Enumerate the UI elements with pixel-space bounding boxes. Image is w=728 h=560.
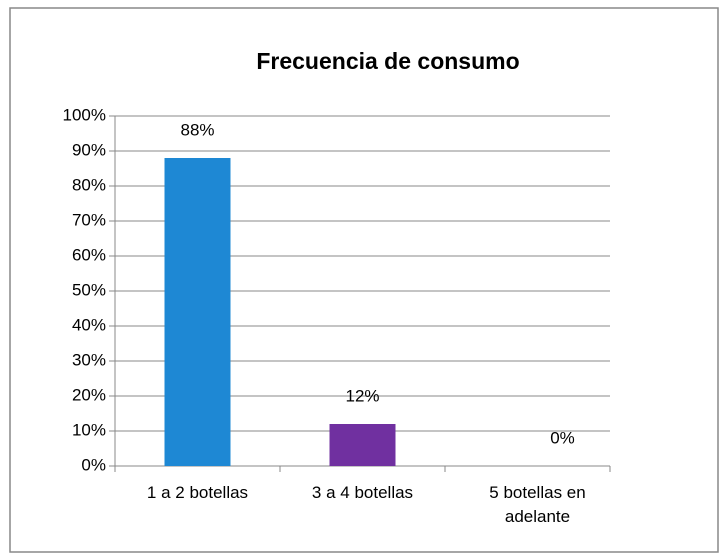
- data-label: 12%: [345, 386, 379, 405]
- y-tick-label: 100%: [63, 105, 106, 124]
- y-tick-label: 10%: [72, 420, 106, 439]
- x-tick-label: 1 a 2 botellas: [146, 483, 249, 502]
- y-tick-label: 20%: [72, 385, 106, 404]
- chart-border: [9, 7, 719, 553]
- y-tick-label: 0%: [81, 455, 106, 474]
- y-tick-label: 40%: [72, 315, 106, 334]
- y-tick-label: 90%: [72, 140, 106, 159]
- data-label: 88%: [180, 120, 214, 139]
- bar: [329, 424, 396, 466]
- data-label: 0%: [550, 428, 575, 447]
- x-tick-label: 5 botellas en adelante: [489, 483, 586, 526]
- bar: [164, 158, 231, 466]
- x-tick-label: 3 a 4 botellas: [311, 483, 414, 502]
- y-tick-label: 70%: [72, 210, 106, 229]
- y-tick-label: 80%: [72, 175, 106, 194]
- y-tick-label: 50%: [72, 280, 106, 299]
- y-tick-label: 60%: [72, 245, 106, 264]
- chart-title: Frecuencia de consumo: [256, 48, 519, 74]
- y-tick-label: 30%: [72, 350, 106, 369]
